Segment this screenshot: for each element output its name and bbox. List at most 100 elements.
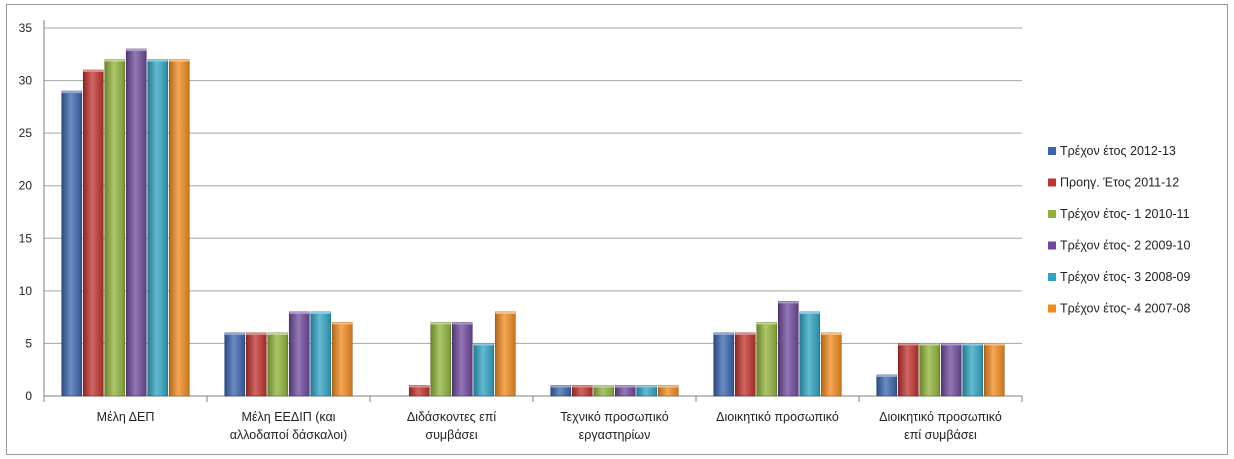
bar xyxy=(61,90,83,397)
bar xyxy=(331,322,353,397)
x-tick-label: Διοικητικό προσωπικό xyxy=(879,410,1002,424)
x-tick-label: Διοικητικό προσωπικό xyxy=(716,410,839,424)
bar-top xyxy=(550,385,571,388)
y-tick-label: 5 xyxy=(25,336,32,350)
bar-top xyxy=(126,49,147,52)
tick-labels: 0 5 10 15 20 25 30 35 Μέλη ΔΕΠ Μέλη ΕΕΔΙΠ (και αλλ… xyxy=(19,21,1002,442)
bar xyxy=(147,59,169,397)
x-tick-label: Μέλη ΔΕΠ xyxy=(97,410,155,424)
y-tick-label: 25 xyxy=(19,126,33,140)
bar-top xyxy=(246,332,267,335)
bar xyxy=(310,311,332,397)
bar-top xyxy=(898,343,919,346)
bar xyxy=(104,59,126,397)
legend-entry: Τρέχον έτος- 2 2009-10 xyxy=(1060,239,1191,253)
bar-top xyxy=(224,332,245,335)
bar-top xyxy=(409,385,430,388)
bar-top xyxy=(289,311,310,314)
x-tick-label: συμβάσει xyxy=(425,428,477,442)
x-tick-label: επί συμβάσει xyxy=(904,428,977,442)
bar-top xyxy=(310,311,331,314)
bar-top xyxy=(941,343,962,346)
bar-top xyxy=(615,385,636,388)
legend-entry: Τρέχον έτος- 4 2007-08 xyxy=(1060,302,1191,316)
bar-top xyxy=(756,322,777,325)
y-tick-label: 20 xyxy=(19,179,33,193)
bar xyxy=(245,332,267,397)
bar-top xyxy=(61,91,82,94)
bar xyxy=(820,332,842,397)
bar-top xyxy=(267,332,288,335)
y-tick-label: 30 xyxy=(19,74,33,88)
y-tick-label: 0 xyxy=(25,389,32,403)
bar xyxy=(919,343,941,397)
legend-swatch xyxy=(1048,147,1056,155)
bar xyxy=(713,332,735,397)
bar-top xyxy=(452,322,473,325)
bar xyxy=(82,69,104,397)
bar xyxy=(494,311,516,397)
bar xyxy=(983,343,1005,397)
bar xyxy=(756,322,778,397)
bar-top xyxy=(962,343,983,346)
bar-top xyxy=(821,332,842,335)
bar xyxy=(962,343,984,397)
bar-top xyxy=(169,59,190,62)
bar-top xyxy=(735,332,756,335)
bar-top xyxy=(473,343,494,346)
bar xyxy=(876,374,898,397)
x-tick-label: Μέλη ΕΕΔΙΠ (και xyxy=(242,410,336,424)
legend-swatch xyxy=(1048,273,1056,281)
x-tick-label: Διδάσκοντες επί xyxy=(407,410,497,424)
bar-top xyxy=(919,343,940,346)
legend-swatch xyxy=(1048,210,1056,218)
bar xyxy=(288,311,310,397)
bar xyxy=(267,332,289,397)
bar-top xyxy=(778,301,799,304)
chart-frame xyxy=(6,4,1228,455)
bar-top xyxy=(636,385,657,388)
gridlines xyxy=(44,27,1022,344)
legend-entry: Προηγ. Έτος 2011-12 xyxy=(1060,176,1179,190)
bar-top xyxy=(495,311,516,314)
bar xyxy=(897,343,919,397)
y-tick-label: 35 xyxy=(19,21,33,35)
bar xyxy=(451,322,473,397)
y-tick-label: 10 xyxy=(19,284,33,298)
bar-top xyxy=(593,385,614,388)
y-tick-label: 15 xyxy=(19,231,33,245)
bar-top xyxy=(83,70,104,73)
bar xyxy=(430,322,452,397)
bar xyxy=(224,332,246,397)
bar xyxy=(168,59,190,397)
bar xyxy=(473,343,495,397)
bar-top xyxy=(713,332,734,335)
bar-top xyxy=(984,343,1005,346)
bar-top xyxy=(332,322,353,325)
legend: Τρέχον έτος 2012-13 Προηγ. Έτος 2011-12 Τρ… xyxy=(1048,144,1191,316)
x-tick-label: εργαστηρίων xyxy=(579,428,651,442)
bar-top xyxy=(658,385,679,388)
bar-top xyxy=(876,374,897,377)
bar xyxy=(734,332,756,397)
bar-top xyxy=(572,385,593,388)
bar-top xyxy=(430,322,451,325)
legend-entry: Τρέχον έτος- 1 2010-11 xyxy=(1060,207,1190,221)
x-tick-label: αλλοδαποί δάσκαλοι) xyxy=(230,428,348,442)
bar xyxy=(777,301,799,397)
legend-entry: Τρέχον έτος 2012-13 xyxy=(1060,144,1176,158)
bar xyxy=(940,343,962,397)
x-tick-label: Τεχνικό προσωπικό xyxy=(560,410,668,424)
bar-top xyxy=(147,59,168,62)
legend-swatch xyxy=(1048,178,1056,187)
bar-top xyxy=(104,59,125,62)
bar xyxy=(125,48,147,397)
axes xyxy=(43,20,1023,402)
legend-swatch xyxy=(1048,304,1056,313)
bar xyxy=(799,311,821,397)
bar-top xyxy=(799,311,820,314)
legend-swatch xyxy=(1048,241,1056,250)
legend-entry: Τρέχον έτος- 3 2008-09 xyxy=(1060,270,1191,284)
bars xyxy=(61,48,1005,397)
